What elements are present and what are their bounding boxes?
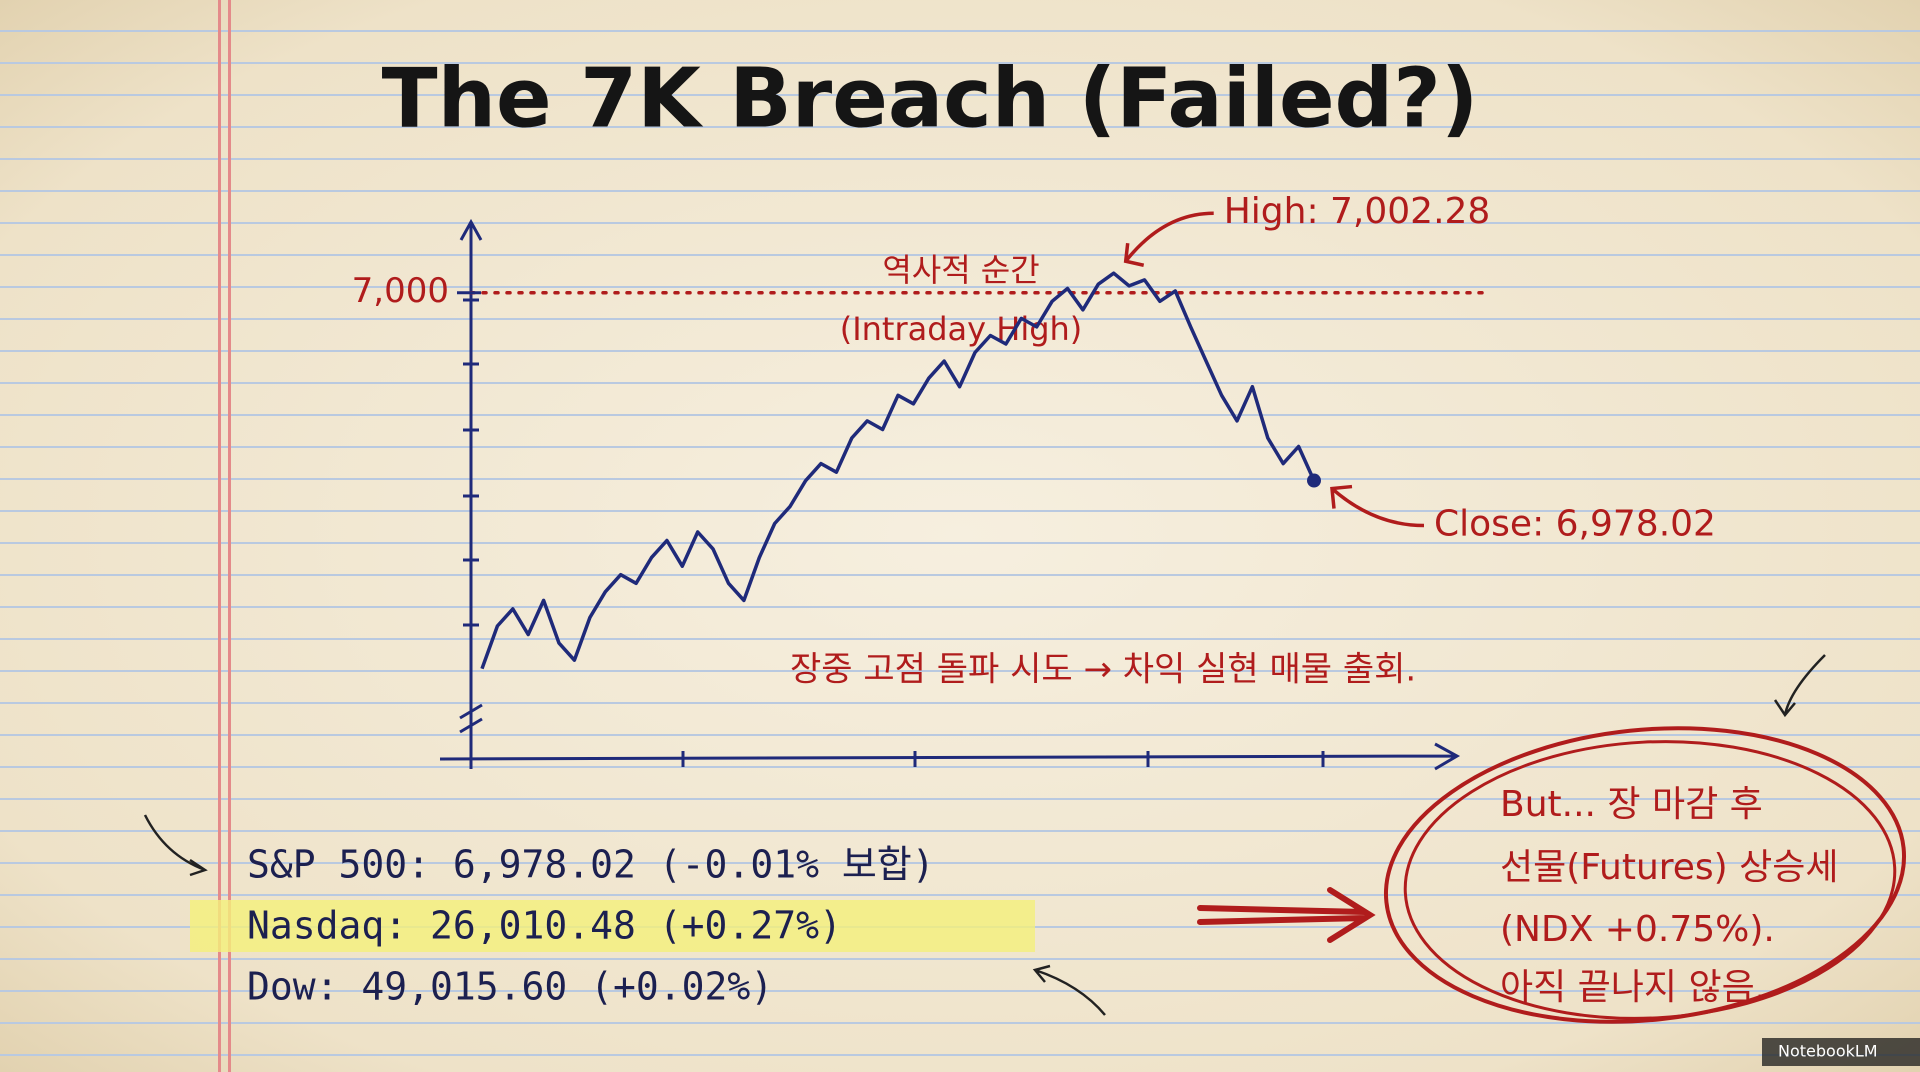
annotation: 장중 고점 돌파 시도 → 차익 실현 매물 출회. <box>790 650 1416 690</box>
callout-line: (NDX +0.75%). <box>1500 909 1775 950</box>
label-arrow <box>1330 484 1425 528</box>
callout-line: 선물(Futures) 상승세 <box>1500 847 1839 888</box>
sketch-arrows <box>143 654 1826 1016</box>
label-arrow <box>1123 211 1214 267</box>
annotation: (Intraday High) <box>840 310 1083 348</box>
y-tick-label: 7,000 <box>352 271 449 311</box>
close-point <box>1307 473 1321 488</box>
red-arrow <box>1197 887 1376 943</box>
market-line: Nasdaq: 26,010.48 (+0.27%) <box>247 904 842 948</box>
data-label: Close: 6,978.02 <box>1434 504 1716 545</box>
axis-break <box>459 703 483 734</box>
callout-circle <box>1403 740 1897 1020</box>
x-axis <box>439 742 1461 771</box>
price-line <box>480 271 1316 670</box>
callout-circle <box>1383 726 1907 1024</box>
footer-badge <box>1762 1038 1920 1066</box>
callout-line: 아직 끝나지 않음. <box>1500 967 1766 1008</box>
chart-title: The 7K Breach (Failed?) <box>382 51 1479 146</box>
market-line: Dow: 49,015.60 (+0.02%) <box>247 965 773 1009</box>
market-line: S&P 500: 6,978.02 (-0.01% 보합) <box>247 843 935 887</box>
callout-line: But... 장 마감 후 <box>1500 784 1763 825</box>
data-label: High: 7,002.28 <box>1224 191 1491 232</box>
footer: NotebookLM <box>1778 1042 1878 1061</box>
highlight <box>190 900 1035 952</box>
annotation: 역사적 순간 <box>882 251 1039 289</box>
